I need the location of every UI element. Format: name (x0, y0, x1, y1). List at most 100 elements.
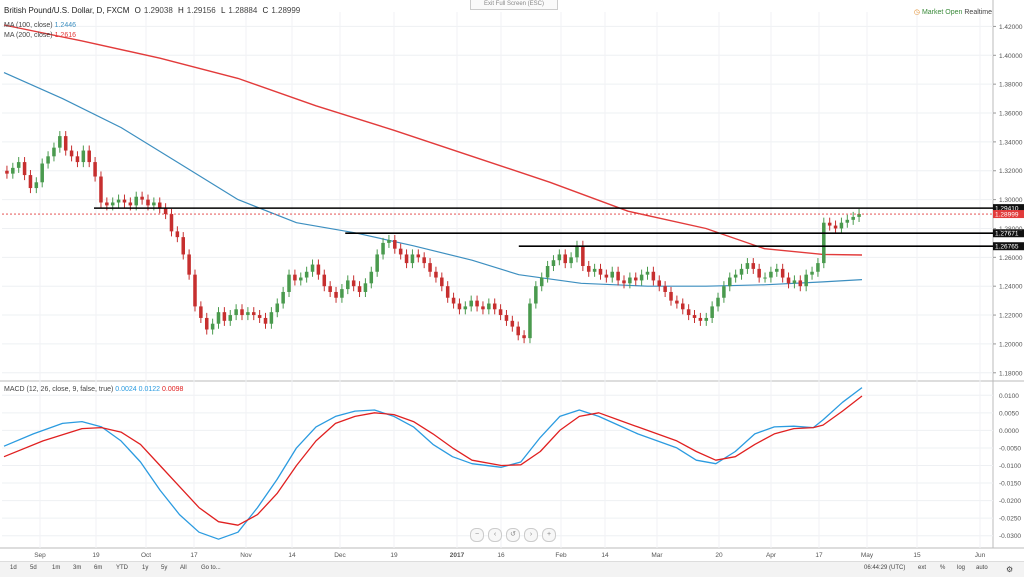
candle-body (775, 268, 779, 272)
exit-fullscreen-button[interactable]: Exit Full Screen (ESC) (470, 0, 558, 10)
time-tick-label: 20 (715, 552, 723, 559)
candle (616, 266, 620, 286)
candle-body (628, 277, 632, 284)
candle (757, 263, 761, 283)
timeframe-5d[interactable]: 5d (30, 565, 37, 571)
time-tick-label: May (861, 552, 874, 559)
timeframe-all[interactable]: All (180, 565, 187, 571)
candle (293, 269, 297, 286)
timeframe-6m[interactable]: 6m (94, 565, 103, 571)
candle-body (745, 263, 750, 269)
candle (645, 266, 650, 280)
utc-clock[interactable]: 06:44:29 (UTC) (864, 565, 906, 571)
ma100-legend[interactable]: MA (100, close) 1.2446 (4, 22, 76, 29)
candle (522, 330, 526, 344)
timeframe-1d[interactable]: 1d (10, 565, 17, 571)
candle (463, 301, 468, 315)
timeframe-1y[interactable]: 1y (142, 565, 149, 571)
candle (469, 295, 473, 312)
candle-body (645, 271, 650, 275)
candle (604, 269, 609, 283)
candle-body (169, 214, 174, 232)
candle (492, 298, 497, 315)
scroll-left-button[interactable]: ‹ (488, 528, 502, 542)
candle-body (105, 202, 109, 206)
candle-body (34, 182, 39, 189)
candle-body (163, 208, 168, 215)
ma200-value: 1.2616 (54, 32, 77, 39)
bottom-toolbar: 1d 5d 1m 3m 6m YTD 1y 5y All Go to... 06… (0, 561, 1024, 577)
candle-body (816, 263, 820, 272)
candle (175, 226, 180, 243)
timeframe-1m[interactable]: 1m (52, 565, 61, 571)
candle (11, 162, 15, 179)
candle (346, 275, 350, 295)
candle-body (234, 309, 238, 316)
percent-toggle[interactable]: % (940, 565, 946, 571)
candle (751, 258, 756, 274)
candle (545, 260, 550, 283)
candle (16, 157, 21, 173)
candle-body (686, 309, 691, 316)
auto-toggle[interactable]: auto (976, 565, 988, 571)
candle-body (146, 199, 150, 206)
candle (716, 292, 720, 312)
candle (46, 151, 50, 169)
macd-legend[interactable]: MACD (12, 26, close, 9, false, true) 0.0… (4, 386, 183, 393)
scroll-right-button[interactable]: › (524, 528, 538, 542)
candle-body (757, 268, 761, 278)
macd-signal-line (3, 395, 863, 526)
candle (745, 258, 750, 274)
candle-body (839, 222, 844, 229)
candle (93, 157, 97, 182)
level-label: 1.26765 (995, 244, 1019, 251)
ma200-label: MA (200, close) (4, 32, 53, 39)
candle (434, 266, 438, 283)
candle (81, 145, 86, 168)
candle-body (569, 257, 573, 264)
candle-body (422, 257, 426, 264)
candle (481, 301, 485, 315)
candle (393, 234, 397, 254)
time-tick-label: 14 (601, 552, 609, 559)
candle (340, 284, 344, 303)
candle (257, 310, 262, 323)
timeframe-ytd[interactable]: YTD (116, 565, 128, 571)
candle-body (534, 286, 538, 304)
ohlc-close-value: 1.28999 (271, 6, 301, 15)
candle-body (545, 265, 550, 278)
timeframe-5y[interactable]: 5y (161, 565, 168, 571)
time-tick-label: Apr (766, 552, 777, 559)
candle-body (263, 317, 268, 324)
candle-body (581, 245, 585, 266)
candle-body (322, 274, 327, 287)
clock-icon: ◷ (913, 9, 920, 16)
candle-body (99, 176, 103, 203)
candle-body (622, 280, 626, 284)
candle (140, 191, 144, 205)
candle (763, 272, 767, 283)
candle-body (275, 303, 280, 313)
time-tick-label: Mar (651, 552, 663, 559)
candle-body (528, 303, 532, 339)
gear-icon[interactable]: ⚙ (1006, 565, 1014, 574)
ma200-legend[interactable]: MA (200, close) 1.2616 (4, 32, 76, 39)
candle-body (63, 136, 68, 151)
candle (234, 304, 238, 321)
candle-body (299, 277, 303, 281)
candle (780, 263, 785, 283)
candle-body (604, 274, 609, 278)
candle (851, 211, 855, 225)
candle-body (440, 277, 444, 287)
timeframe-3m[interactable]: 3m (73, 565, 82, 571)
candle-body (228, 315, 233, 321)
zoom-out-button[interactable]: − (470, 528, 484, 542)
reset-chart-button[interactable]: ↺ (506, 528, 520, 542)
candle-body (404, 254, 409, 264)
candle (281, 286, 285, 309)
zoom-in-button[interactable]: + (542, 528, 556, 542)
ext-toggle[interactable]: ext (918, 565, 927, 571)
goto-date-button[interactable]: Go to... (201, 565, 221, 571)
log-toggle[interactable]: log (957, 565, 966, 571)
